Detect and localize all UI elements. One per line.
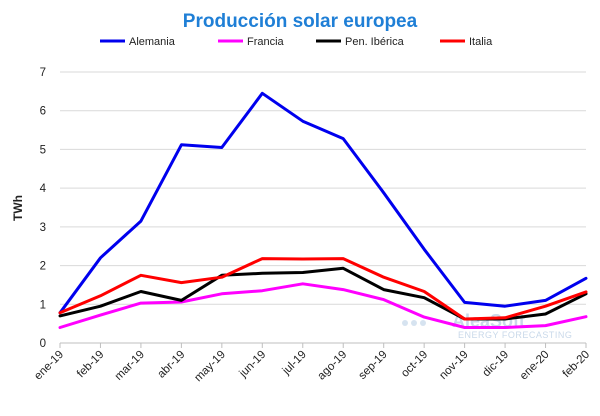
- y-tick-label: 5: [40, 144, 46, 156]
- y-tick-label: 0: [40, 338, 46, 350]
- y-tick-label: 6: [40, 106, 46, 118]
- x-tick-label: may-19: [192, 349, 228, 385]
- series-line-1: [58, 282, 588, 329]
- x-tick-label: jun-19: [237, 349, 269, 381]
- chart-title: Producción solar europea: [183, 11, 418, 32]
- watermark-dot: [411, 320, 417, 326]
- watermark-dot: [420, 320, 426, 326]
- x-tick-label: oct-19: [399, 349, 430, 380]
- x-tick-label: ago-19: [316, 349, 350, 383]
- y-tick-label: 3: [40, 222, 46, 234]
- x-tick-label: jul-19: [280, 349, 309, 378]
- x-tick-label: dic-19: [481, 349, 512, 380]
- y-tick-label: 4: [40, 183, 47, 195]
- series-line-0: [58, 91, 588, 315]
- y-tick-label: 7: [40, 67, 46, 79]
- series-line-3: [58, 257, 588, 321]
- x-tick-label: feb-19: [75, 349, 107, 381]
- y-axis-label: TWh: [11, 195, 25, 221]
- legend-label: Italia: [469, 36, 493, 48]
- x-tick-label: sep-19: [356, 349, 389, 382]
- legend-label: Pen. Ibérica: [345, 36, 405, 48]
- x-tick-label: abr-19: [156, 349, 188, 381]
- series-lines: [58, 91, 588, 329]
- x-tick-label: ene-20: [518, 349, 552, 383]
- x-tick-label: ene-19: [32, 349, 66, 383]
- watermark-dot: [402, 320, 408, 326]
- x-tick-label: feb-20: [561, 349, 593, 381]
- y-tick-label: 2: [40, 261, 46, 273]
- legend-label: Alemania: [129, 36, 176, 48]
- x-tick-label: nov-19: [437, 349, 470, 382]
- x-tick-label: mar-19: [113, 349, 147, 383]
- legend-label: Francia: [247, 36, 285, 48]
- watermark-tagline: ENERGY FORECASTING: [458, 330, 572, 340]
- y-tick-label: 1: [40, 299, 46, 311]
- legend: Alemania Francia Pen. Ibérica Italia: [100, 36, 493, 48]
